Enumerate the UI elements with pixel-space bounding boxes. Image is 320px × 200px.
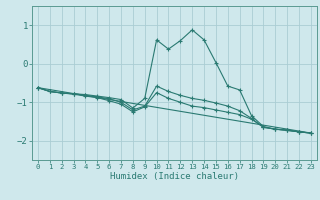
X-axis label: Humidex (Indice chaleur): Humidex (Indice chaleur) xyxy=(110,172,239,181)
